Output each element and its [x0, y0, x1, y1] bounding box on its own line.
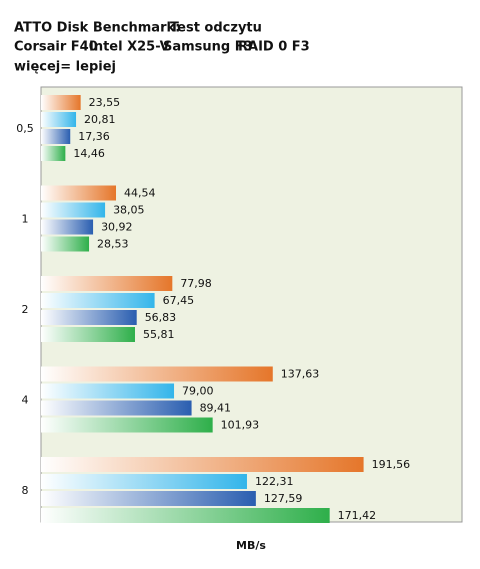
bar	[41, 491, 256, 506]
note: więcej= lepiej	[14, 60, 116, 75]
value-label: 77,98	[180, 277, 212, 290]
value-label: 122,31	[255, 475, 293, 488]
value-label: 28,53	[97, 238, 129, 251]
bar	[41, 366, 273, 382]
bar	[41, 202, 106, 218]
value-label: 17,36	[78, 130, 110, 143]
value-label: 14,46	[73, 147, 105, 160]
bar	[41, 236, 90, 252]
legend-label: Corsair F40	[14, 40, 98, 55]
bar	[41, 276, 173, 291]
bar	[41, 417, 213, 433]
value-label: 137,63	[281, 368, 320, 381]
bar	[41, 310, 137, 325]
bar	[41, 508, 330, 523]
value-label: 20,81	[84, 113, 116, 126]
legend-label: Samsung F3	[163, 40, 253, 55]
bar	[41, 474, 247, 489]
legend-label: RAID 0 F3	[238, 40, 310, 55]
bar	[41, 383, 175, 399]
value-label: 23,55	[89, 96, 121, 109]
value-label: 44,54	[124, 187, 156, 200]
x-axis-title: MB/s	[236, 539, 266, 552]
value-label: 191,56	[372, 458, 411, 471]
value-label: 30,92	[101, 221, 132, 234]
value-label: 38,05	[113, 204, 145, 217]
bar	[41, 327, 135, 342]
bar	[41, 400, 192, 416]
y-tick-label: 1	[22, 213, 29, 226]
bar	[41, 95, 81, 110]
bar	[41, 457, 364, 472]
value-label: 101,93	[221, 419, 260, 432]
y-tick-label: 0,5	[16, 122, 34, 135]
y-tick-label: 2	[22, 303, 29, 316]
chart-title: ATTO Disk Benchmark:	[14, 21, 180, 36]
bar	[41, 129, 71, 144]
y-tick-label: 8	[22, 484, 29, 497]
value-label: 171,42	[338, 509, 377, 522]
value-label: 67,45	[163, 294, 195, 307]
chart-subtitle: Test odczytu	[170, 21, 262, 36]
legend-label: Intel X25-V	[89, 40, 170, 55]
bar	[41, 112, 77, 127]
bar	[41, 293, 155, 308]
bar	[41, 146, 66, 161]
value-label: 127,59	[264, 492, 303, 505]
value-label: 55,81	[143, 328, 175, 341]
y-tick-label: 4	[22, 394, 29, 407]
value-label: 79,00	[182, 385, 214, 398]
value-label: 89,41	[200, 402, 232, 415]
value-label: 56,83	[145, 311, 177, 324]
bar	[41, 219, 94, 235]
bar	[41, 185, 117, 201]
